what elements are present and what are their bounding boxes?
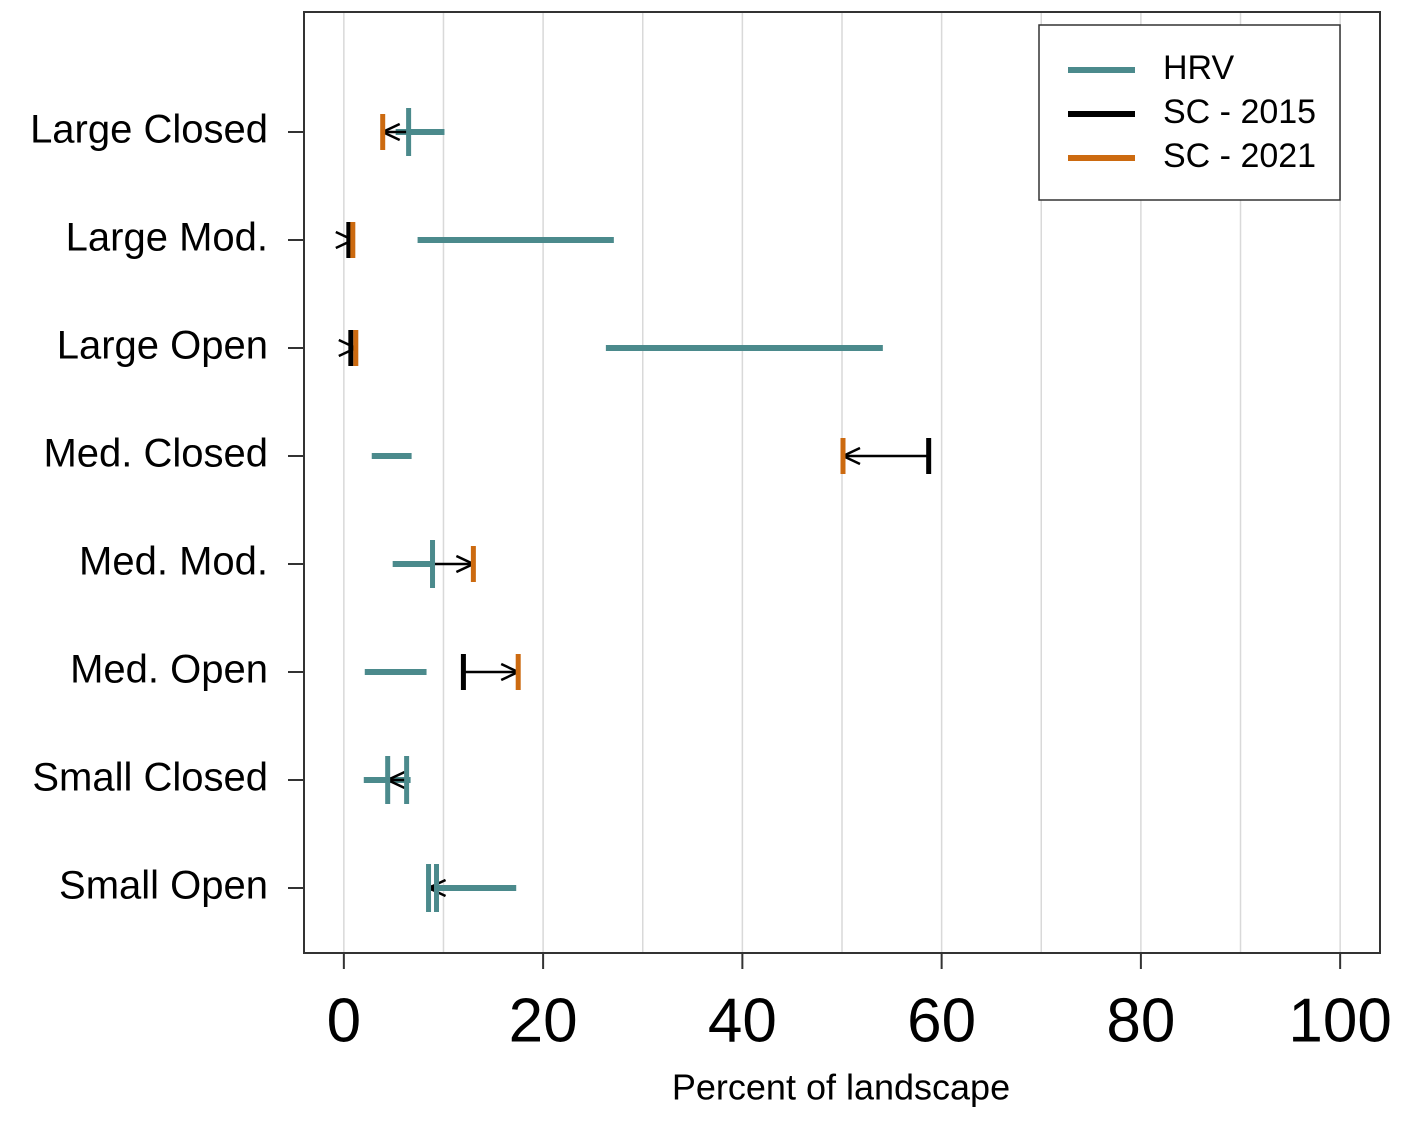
y-tick-label: Large Open xyxy=(57,324,268,368)
x-tick-label: 0 xyxy=(327,986,361,1055)
y-tick-label: Med. Closed xyxy=(43,432,268,476)
chart: Percent of landscape HRV SC - 2015 SC - 20… xyxy=(0,0,1403,1124)
x-tick-label: 60 xyxy=(907,986,976,1055)
legend-label: SC - 2015 xyxy=(1163,93,1316,131)
x-tick-label: 80 xyxy=(1106,986,1175,1055)
legend: HRV SC - 2015 SC - 2021 xyxy=(1039,25,1340,200)
x-axis-label: Percent of landscape xyxy=(672,1067,1010,1108)
x-tick-label: 20 xyxy=(509,986,578,1055)
y-tick-label: Large Closed xyxy=(30,108,268,152)
x-tick-label: 100 xyxy=(1288,986,1391,1055)
y-tick-label: Med. Open xyxy=(70,648,268,692)
legend-label: HRV xyxy=(1163,49,1234,87)
y-tick-label: Med. Mod. xyxy=(79,540,268,584)
x-tick-label: 40 xyxy=(708,986,777,1055)
y-tick-label: Small Open xyxy=(59,864,268,908)
y-tick-label: Large Mod. xyxy=(66,216,268,260)
y-tick-label: Small Closed xyxy=(32,756,268,800)
legend-label: SC - 2021 xyxy=(1163,137,1316,175)
